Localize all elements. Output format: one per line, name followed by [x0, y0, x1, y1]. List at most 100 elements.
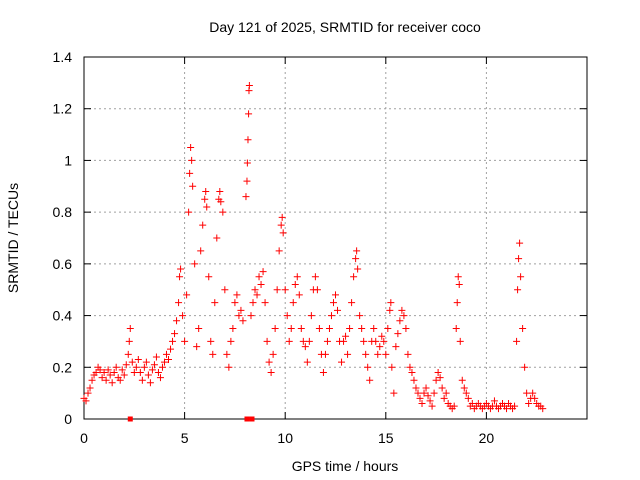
data-point	[436, 374, 444, 382]
data-point	[176, 273, 184, 281]
data-point	[134, 356, 142, 364]
data-point	[175, 299, 183, 307]
data-point	[148, 366, 156, 374]
data-point	[257, 281, 265, 289]
data-point	[418, 399, 426, 407]
data-point	[253, 291, 261, 299]
data-point	[511, 402, 519, 410]
data-point	[216, 187, 224, 195]
data-point	[205, 273, 213, 281]
x-tick-label: 0	[80, 430, 88, 446]
data-point	[295, 291, 303, 299]
y-tick-label: 0.6	[53, 256, 73, 272]
data-point	[313, 286, 321, 294]
data-point	[364, 363, 372, 371]
data-point	[96, 366, 104, 374]
data-point	[126, 325, 134, 332]
data-point	[201, 195, 209, 203]
data-point	[462, 389, 470, 397]
data-point	[325, 325, 333, 332]
data-point	[283, 312, 291, 320]
data-point	[152, 353, 160, 361]
data-point	[514, 286, 522, 294]
data-point	[118, 366, 126, 374]
data-point	[235, 312, 243, 320]
x-axis-label: GPS time / hours	[292, 458, 399, 474]
data-point	[434, 368, 442, 376]
data-point	[249, 416, 255, 422]
data-point	[384, 325, 392, 332]
data-point	[374, 350, 382, 358]
data-point	[428, 402, 436, 410]
data-point	[242, 193, 250, 201]
data-point	[291, 281, 299, 289]
data-point	[195, 325, 203, 332]
data-point	[358, 325, 366, 332]
data-point	[376, 343, 384, 351]
data-point	[301, 343, 309, 351]
data-point	[86, 384, 94, 392]
data-point	[100, 368, 108, 376]
data-point	[150, 361, 158, 369]
data-point	[416, 394, 424, 402]
data-point	[179, 312, 187, 320]
data-point	[382, 350, 390, 358]
data-point	[269, 350, 277, 358]
data-point	[323, 337, 331, 345]
data-point	[303, 358, 311, 366]
data-point	[116, 376, 124, 384]
data-point	[490, 397, 498, 405]
x-tick-label: 10	[277, 430, 293, 446]
x-tick-label: 20	[479, 430, 495, 446]
data-point	[414, 389, 422, 397]
data-point	[245, 81, 253, 89]
data-point	[160, 358, 168, 366]
data-point	[398, 306, 406, 314]
data-point	[237, 306, 245, 314]
data-point	[452, 325, 460, 332]
data-point	[162, 350, 170, 358]
chart-title: Day 121 of 2025, SRMTID for receiver coc…	[209, 19, 481, 35]
y-tick-label: 1.4	[53, 49, 73, 65]
data-point	[321, 350, 329, 358]
data-point	[181, 337, 189, 345]
data-point	[245, 110, 253, 118]
data-point	[193, 343, 201, 351]
data-point	[221, 286, 229, 294]
data-point	[503, 405, 511, 413]
data-point	[394, 330, 402, 338]
data-point	[315, 325, 323, 332]
data-point	[277, 221, 285, 229]
data-point	[244, 136, 252, 144]
data-point	[136, 368, 144, 376]
data-point	[263, 337, 271, 345]
data-point	[92, 368, 100, 376]
data-point	[400, 312, 408, 320]
x-tick-label: 15	[378, 430, 394, 446]
data-point	[106, 371, 114, 379]
axis-ticks	[83, 56, 587, 420]
data-point	[243, 159, 251, 167]
data-point	[329, 299, 337, 307]
data-point	[432, 376, 440, 384]
data-point	[299, 337, 307, 345]
data-point	[529, 389, 537, 397]
data-point	[207, 337, 215, 345]
data-point	[531, 394, 539, 402]
data-point	[450, 402, 458, 410]
data-point	[348, 299, 356, 307]
data-point	[281, 286, 289, 294]
data-point	[515, 255, 523, 263]
y-axis-label: SRMTID / TECUs	[5, 183, 21, 293]
data-point	[517, 273, 525, 281]
data-point	[338, 358, 346, 366]
data-point	[386, 306, 394, 314]
y-tick-label: 0.2	[53, 359, 73, 375]
data-point	[278, 213, 286, 221]
data-point	[372, 337, 380, 345]
data-point	[334, 306, 342, 314]
data-point	[271, 325, 279, 332]
y-tick-labels: 0 0.2 0.4 0.6 0.8 1 1.2 1.4	[53, 49, 73, 427]
data-point	[231, 299, 239, 307]
data-point	[165, 356, 173, 364]
